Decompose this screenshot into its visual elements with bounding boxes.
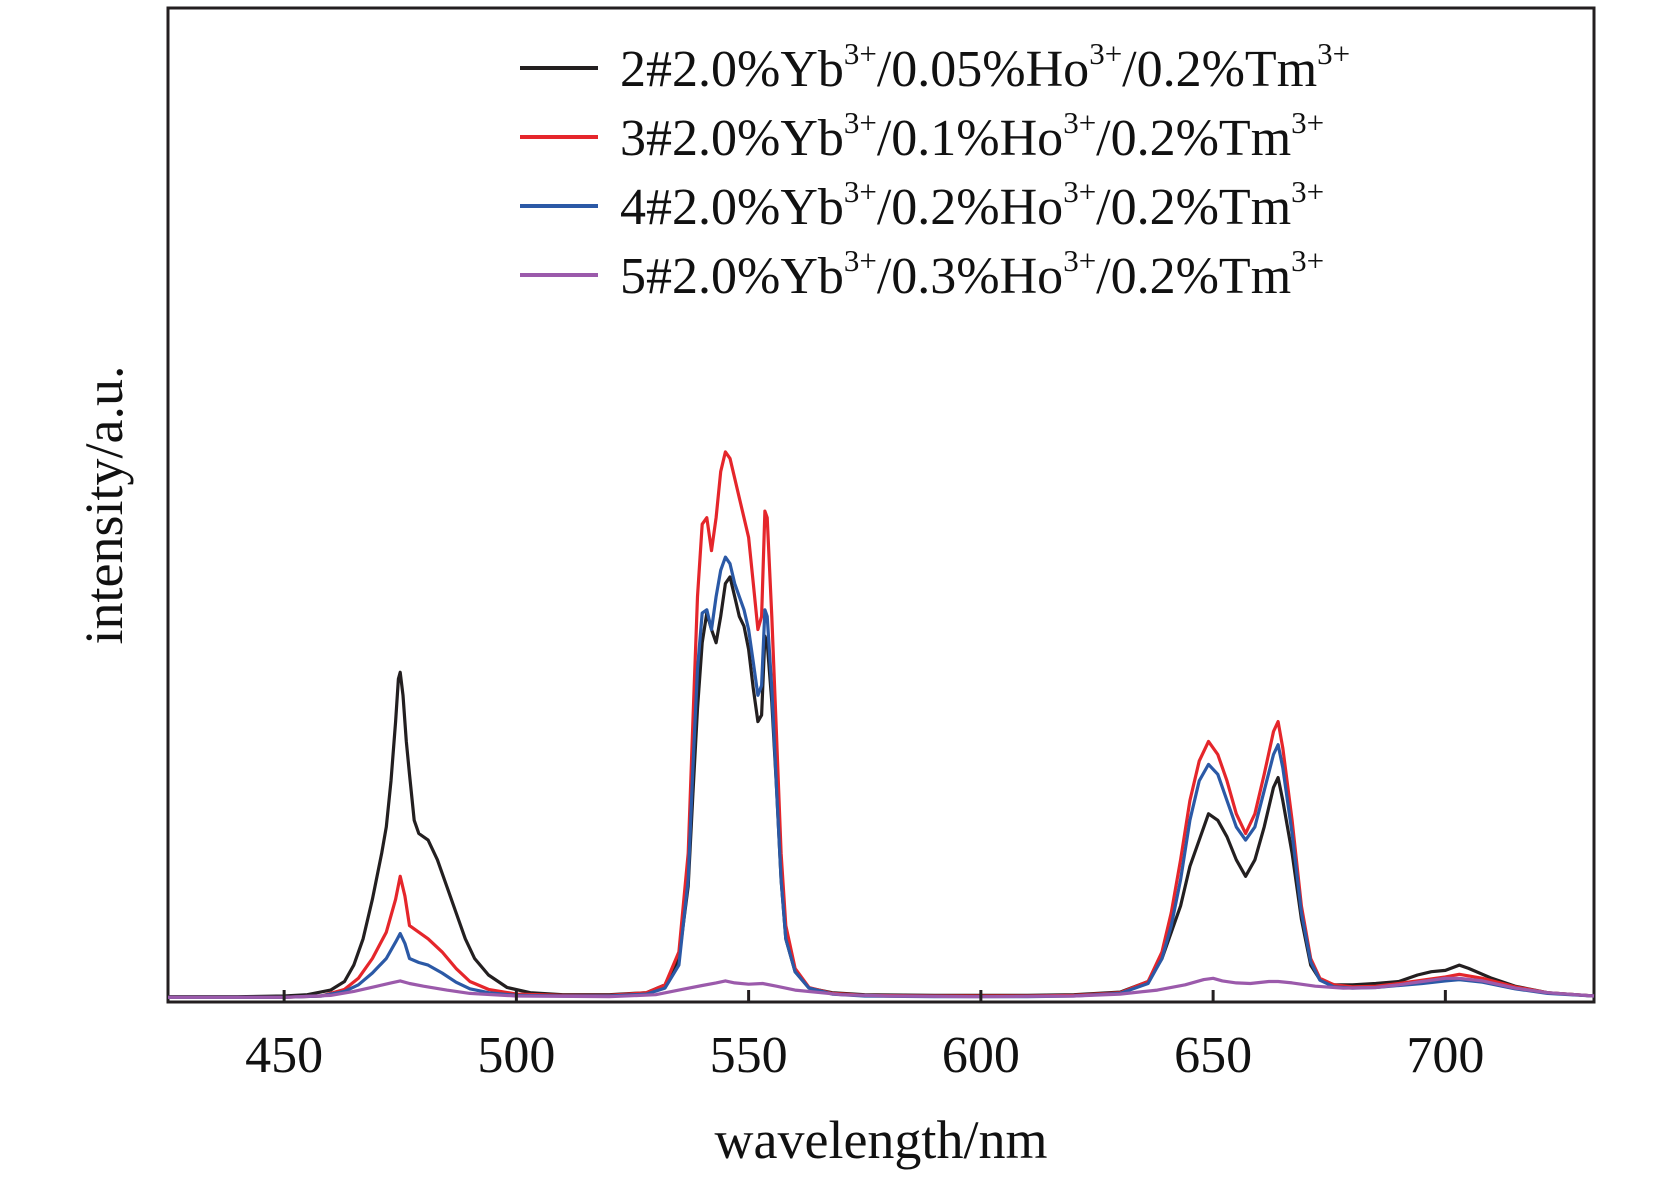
legend-text-part: 3#2.0%Yb <box>620 110 844 167</box>
legend-text-part: 4#2.0%Yb <box>620 179 844 236</box>
legend-superscript: 3+ <box>844 36 877 71</box>
legend-superscript: 3+ <box>1089 36 1122 71</box>
legend-entry-5: 5#2.0%Yb3+/0.3%Ho3+/0.2%Tm3+ <box>620 243 1324 305</box>
legend-text-part: /0.3%Ho <box>877 248 1063 305</box>
legend-superscript: 3+ <box>1291 105 1324 140</box>
legend-superscript: 3+ <box>1063 243 1096 278</box>
legend-superscript: 3+ <box>844 174 877 209</box>
x-tick-label-450: 450 <box>245 1027 323 1084</box>
x-tick-label-550: 550 <box>710 1027 788 1084</box>
series-line-2 <box>168 575 1595 999</box>
series-layer <box>168 450 1595 999</box>
series-line-5 <box>168 976 1595 999</box>
legend-superscript: 3+ <box>1063 105 1096 140</box>
legend-entry-4: 4#2.0%Yb3+/0.2%Ho3+/0.2%Tm3+ <box>620 174 1324 236</box>
legend-superscript: 3+ <box>1291 174 1324 209</box>
legend: 2#2.0%Yb3+/0.05%Ho3+/0.2%Tm3+3#2.0%Yb3+/… <box>520 36 1350 305</box>
legend-superscript: 3+ <box>844 105 877 140</box>
x-axis-ticks: 450 500 550 600 650 700 <box>245 990 1484 1084</box>
legend-text-part: /0.2%Tm <box>1096 110 1291 167</box>
legend-entry-3: 3#2.0%Yb3+/0.1%Ho3+/0.2%Tm3+ <box>620 105 1324 167</box>
legend-text-part: /0.2%Ho <box>877 179 1063 236</box>
legend-text-part: /0.1%Ho <box>877 110 1063 167</box>
legend-text-part: /0.2%Tm <box>1096 179 1291 236</box>
y-axis-label: intensity/a.u. <box>74 366 134 645</box>
x-tick-label-700: 700 <box>1406 1027 1484 1084</box>
legend-text-part: 5#2.0%Yb <box>620 248 844 305</box>
legend-text-part: 2#2.0%Yb <box>620 41 844 98</box>
legend-superscript: 3+ <box>1291 243 1324 278</box>
legend-superscript: 3+ <box>1063 174 1096 209</box>
legend-text-part: /0.2%Tm <box>1096 248 1291 305</box>
x-tick-label-600: 600 <box>942 1027 1020 1084</box>
legend-entry-2: 2#2.0%Yb3+/0.05%Ho3+/0.2%Tm3+ <box>620 36 1350 98</box>
x-tick-label-500: 500 <box>477 1027 555 1084</box>
plot-frame <box>166 6 1596 1004</box>
legend-superscript: 3+ <box>844 243 877 278</box>
x-tick-label-650: 650 <box>1174 1027 1252 1084</box>
legend-text-part: /0.05%Ho <box>877 41 1089 98</box>
x-axis-label: wavelength/nm <box>715 1110 1048 1170</box>
series-line-4 <box>168 555 1595 999</box>
legend-superscript: 3+ <box>1317 36 1350 71</box>
legend-text-part: /0.2%Tm <box>1122 41 1317 98</box>
series-line-3 <box>168 450 1595 999</box>
